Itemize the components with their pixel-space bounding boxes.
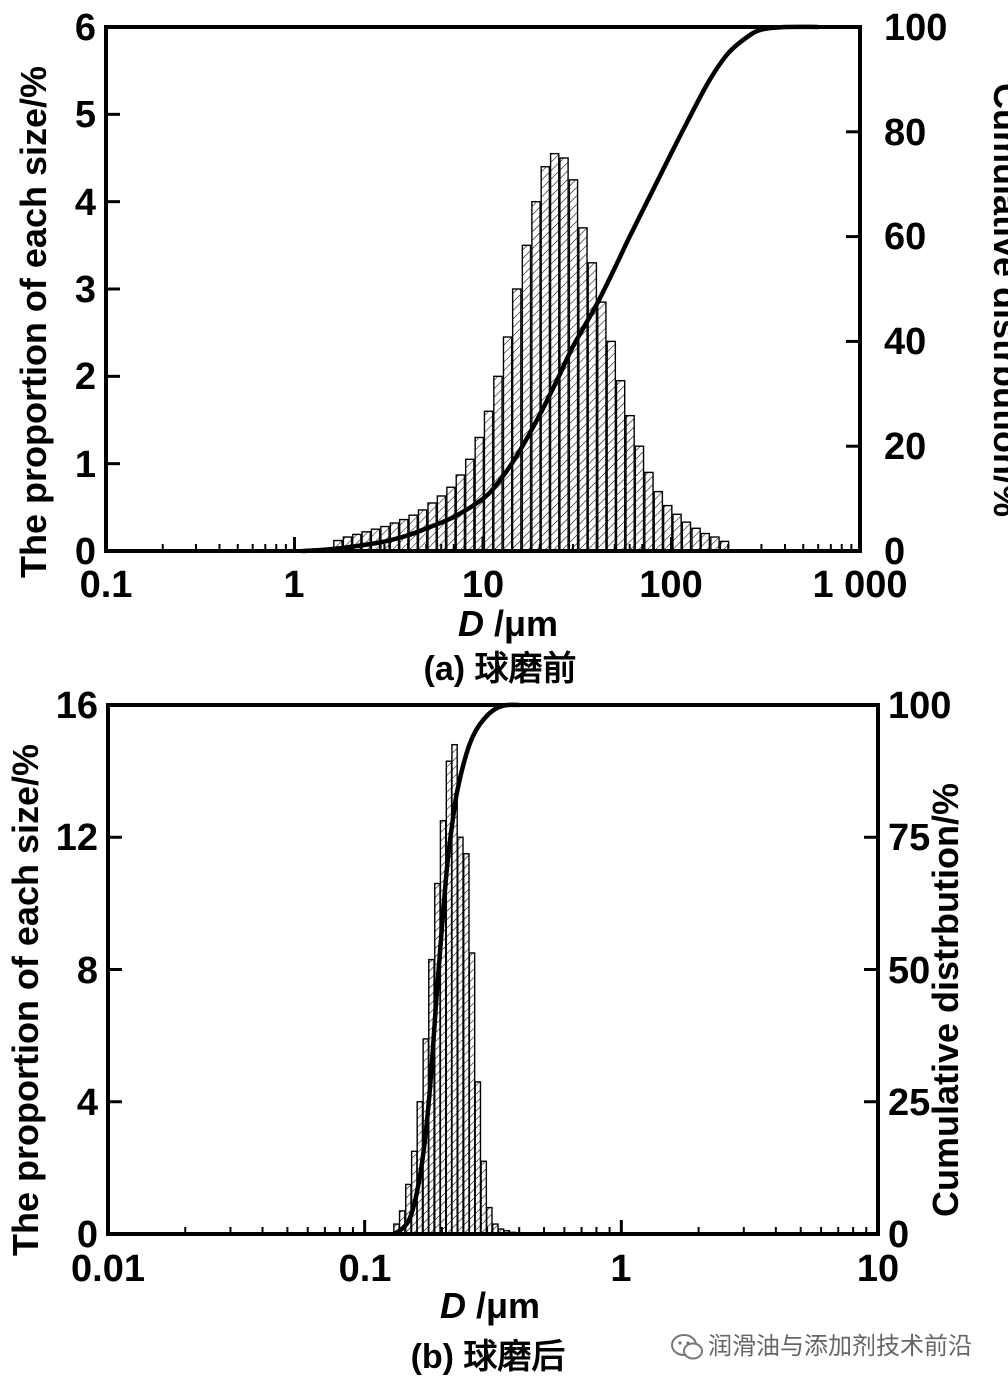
a-y2tick-label: 40 [884,321,926,363]
histogram-bar [480,1160,488,1235]
a-xtick-label: 100 [639,564,702,606]
a-xtick-label: 1 000 [812,564,907,606]
b-ytick-label: 4 [77,1082,98,1124]
histogram-bar [700,532,711,552]
b-xtick-label: 0.01 [71,1248,145,1290]
histogram-bar [681,521,692,552]
b-xtick-label: 1 [610,1248,631,1290]
histogram-bar [457,836,464,1235]
b-xlabel-unit: /μm [466,1285,540,1326]
watermark-text: 润滑油与添加剂技术前沿 [708,1332,972,1360]
histogram-bar [493,375,503,552]
a-xlabel-symbol: D [458,603,484,644]
panel-b-ticks [106,703,880,1236]
histogram-bar [597,301,607,552]
histogram-bar [474,1081,482,1235]
panel-b-x-axis-title: D /μm [440,1285,540,1326]
a-ytick-label: 4 [75,182,96,224]
histogram-bar [672,513,682,552]
histogram-bar [540,166,551,552]
a-y2tick-label: 20 [884,426,926,468]
a-y2tick-label: 100 [884,7,947,49]
histogram-bar [634,445,645,552]
wechat-icon [671,1334,703,1360]
panel-b-bars [393,743,522,1235]
histogram-bar [531,200,541,552]
b-ytick-label: 16 [56,685,98,727]
b-ytick-label: 8 [77,950,98,992]
b-ytick-label: 0 [77,1214,98,1256]
histogram-bar [521,244,532,552]
a-ytick-label: 6 [75,7,96,49]
histogram-bar [549,152,560,552]
b-y2tick-label: 50 [888,950,930,992]
a-y2tick-label: 80 [884,112,926,154]
panel-a-bars [333,152,730,552]
histogram-bar [483,410,494,552]
panel-a-ticks [104,25,862,553]
histogram-bar [502,336,513,552]
panel-b-caption: (b) 球磨后 [411,1338,566,1376]
histogram-bar [644,471,654,552]
histogram-bar [474,436,485,552]
histogram-bar [691,527,701,552]
a-ytick-label: 0 [75,531,96,573]
a-xtick-label: 10 [462,564,504,606]
panel-b-y2-axis-title: Cumulative distrbution/% [925,783,966,1217]
panel-b-plot-frame [106,703,880,1236]
a-ytick-label: 5 [75,94,96,136]
histogram-bar [511,288,522,552]
panel-a-caption: (a) 球磨前 [424,650,577,688]
histogram-bar [568,179,579,552]
histogram-bar [615,380,626,552]
b-y2tick-label: 25 [888,1082,930,1124]
panel-a-chart: 0.1 1 10 100 1 000 0 1 2 3 4 5 6 0 20 40… [13,7,1008,688]
panel-b-cumulative-line [392,702,520,1236]
histogram-bar [625,414,635,552]
panel-a-x-axis-title: D /μm [458,603,558,644]
histogram-bar [578,227,588,552]
histogram-bar [468,952,476,1235]
panel-b-chart: 0.01 0.1 1 10 0 4 8 12 16 0 25 50 75 100… [5,685,966,1376]
histogram-bar [606,340,617,552]
a-xtick-label: 1 [283,564,304,606]
b-ytick-label: 12 [56,817,98,859]
panel-a-y2-axis-title: Cumulative distrbution/% [986,83,1008,517]
b-xtick-label: 0.1 [339,1248,392,1290]
a-y2tick-label: 0 [884,531,905,573]
watermark: 润滑油与添加剂技术前沿 [671,1332,972,1360]
panel-a-cumulative-line [302,24,819,554]
panel-b-y-axis-title: The proportion of each size/% [5,744,46,1256]
a-ytick-label: 3 [75,269,96,311]
b-y2tick-label: 100 [888,685,951,727]
a-y2tick-label: 60 [884,216,926,258]
histogram-bar [710,536,720,552]
a-xlabel-unit: /μm [484,603,558,644]
histogram-bar [463,853,470,1235]
panel-a-y-axis-title: The proportion of each size/% [13,66,54,578]
a-ytick-label: 2 [75,356,96,398]
histogram-bar [370,528,381,552]
b-y2tick-label: 0 [888,1214,909,1256]
a-xtick-label: 0.1 [80,564,133,606]
histogram-bar [361,531,371,552]
histogram-bar [653,490,664,552]
b-y2tick-label: 75 [888,817,930,859]
b-xlabel-symbol: D [440,1285,466,1326]
b-xtick-label: 10 [857,1248,899,1290]
a-ytick-label: 1 [75,444,96,486]
